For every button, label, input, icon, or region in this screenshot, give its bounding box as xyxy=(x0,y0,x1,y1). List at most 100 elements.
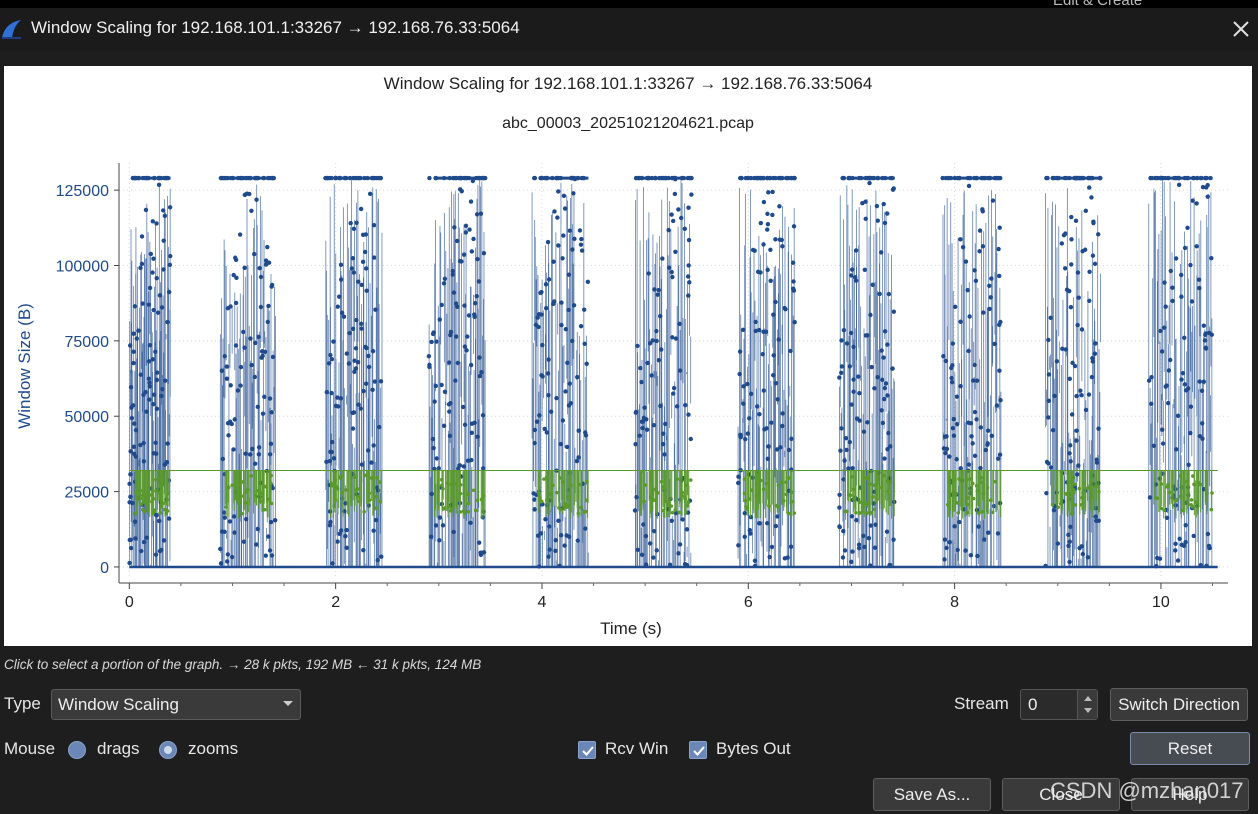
rcv-win-point xyxy=(472,300,478,306)
bytes-out-point xyxy=(685,504,690,508)
rcv-win-point xyxy=(324,459,329,464)
rcv-win-point xyxy=(1062,175,1067,181)
bytes-out-point xyxy=(138,496,143,501)
rcv-win-point xyxy=(761,388,766,393)
bytes-out-point xyxy=(1191,474,1195,478)
rcv-win-point xyxy=(157,293,163,298)
rcv-win-point xyxy=(647,541,653,546)
rcv-win-point xyxy=(159,305,165,310)
bytes-out-point xyxy=(226,485,231,490)
rcv-win-point xyxy=(262,349,268,355)
bytes-out-point xyxy=(1056,505,1061,510)
rcv-win-point xyxy=(242,265,247,270)
rcv-win-label[interactable]: Rcv Win xyxy=(605,739,669,758)
bytes-out-point xyxy=(236,490,241,495)
rcv-win-point xyxy=(975,553,980,559)
bytes-out-point xyxy=(576,511,581,516)
window-scaling-chart[interactable]: Window Scaling for 192.168.101.1:33267 →… xyxy=(4,66,1252,646)
help-button[interactable]: Help xyxy=(1131,778,1249,811)
rcv-win-point xyxy=(960,244,966,250)
rcv-win-point xyxy=(1199,388,1205,394)
switch-direction-button[interactable]: Switch Direction xyxy=(1110,688,1248,721)
stream-spinbox[interactable]: 0 xyxy=(1020,689,1098,720)
rcv-win-point xyxy=(755,404,760,409)
rcv-win-point xyxy=(1069,262,1074,267)
rcv-win-point xyxy=(1209,255,1214,261)
y-axis-label: Window Size (B) xyxy=(15,303,34,429)
rcv-win-point xyxy=(1203,175,1209,181)
rcv-win-point xyxy=(270,354,276,360)
rcv-win-point xyxy=(356,279,361,284)
rcv-win-checkbox[interactable] xyxy=(578,741,596,759)
rcv-win-point xyxy=(655,292,660,297)
rcv-win-point xyxy=(890,366,895,371)
rcv-win-point xyxy=(558,533,564,538)
bytes-out-point xyxy=(356,495,361,499)
rcv-win-point xyxy=(771,373,776,378)
zooms-label[interactable]: zooms xyxy=(188,739,239,758)
rcv-win-point xyxy=(556,243,561,248)
rcv-win-point xyxy=(147,343,153,348)
rcv-win-point xyxy=(736,543,741,548)
rcv-win-point xyxy=(1188,262,1193,268)
bytes-out-point xyxy=(875,477,879,482)
rcv-win-point xyxy=(565,360,570,365)
rcv-win-point xyxy=(947,539,952,545)
rcv-win-point xyxy=(555,215,560,220)
rcv-win-point xyxy=(968,175,973,181)
rcv-win-point xyxy=(1094,457,1099,462)
rcv-win-point xyxy=(442,276,448,281)
rcv-win-point xyxy=(949,375,954,381)
rcv-win-point xyxy=(1183,539,1188,545)
bytes-out-point xyxy=(871,494,875,499)
bytes-out-point xyxy=(544,475,549,479)
rcv-win-point xyxy=(839,338,844,343)
drags-label[interactable]: drags xyxy=(97,739,140,758)
rcv-win-point xyxy=(161,238,166,243)
rcv-win-point xyxy=(756,327,762,333)
close-button[interactable]: Close xyxy=(1002,778,1120,811)
rcv-win-point xyxy=(241,329,246,335)
rcv-win-point xyxy=(131,360,136,366)
rcv-win-point xyxy=(851,389,856,394)
bytes-out-point xyxy=(661,485,666,489)
drags-radio[interactable] xyxy=(68,741,86,759)
close-icon[interactable] xyxy=(1228,16,1254,42)
rcv-win-point xyxy=(1190,175,1196,181)
rcv-win-point xyxy=(249,208,254,214)
rcv-win-point xyxy=(646,175,652,181)
rcv-win-point xyxy=(1173,175,1178,181)
rcv-win-point xyxy=(256,334,261,340)
rcv-win-point xyxy=(687,175,693,181)
rcv-win-point xyxy=(682,226,688,232)
bytes-out-label[interactable]: Bytes Out xyxy=(716,739,791,758)
rcv-win-point xyxy=(441,281,447,286)
bytes-out-checkbox[interactable] xyxy=(689,741,707,759)
rcv-win-point xyxy=(773,237,778,242)
plot-area[interactable]: Window Scaling for 192.168.101.1:33267 →… xyxy=(4,66,1252,646)
reset-button[interactable]: Reset xyxy=(1130,732,1250,765)
rcv-win-point xyxy=(354,317,359,323)
rcv-win-point xyxy=(775,397,780,402)
rcv-win-point xyxy=(428,534,434,539)
rcv-win-point xyxy=(437,538,442,543)
rcv-win-point xyxy=(758,220,764,226)
save-as-button[interactable]: Save As... xyxy=(873,778,991,811)
zooms-radio[interactable] xyxy=(159,741,177,759)
spin-arrows-icon[interactable] xyxy=(1077,690,1097,719)
rcv-win-point xyxy=(365,448,371,453)
rcv-win-point xyxy=(374,485,380,490)
rcv-win-point xyxy=(1173,541,1178,547)
rcv-win-point xyxy=(218,175,224,181)
type-select[interactable]: Window Scaling xyxy=(51,689,301,720)
rcv-win-point xyxy=(467,227,472,232)
rcv-win-point xyxy=(455,238,460,244)
rcv-win-point xyxy=(551,301,556,307)
rcv-win-point xyxy=(468,520,473,526)
rcv-win-point xyxy=(1182,245,1188,251)
rcv-win-point xyxy=(783,307,788,312)
rcv-win-point xyxy=(1201,323,1207,328)
rcv-win-point xyxy=(637,433,642,438)
rcv-win-point xyxy=(766,190,771,195)
rcv-win-point xyxy=(354,220,359,226)
